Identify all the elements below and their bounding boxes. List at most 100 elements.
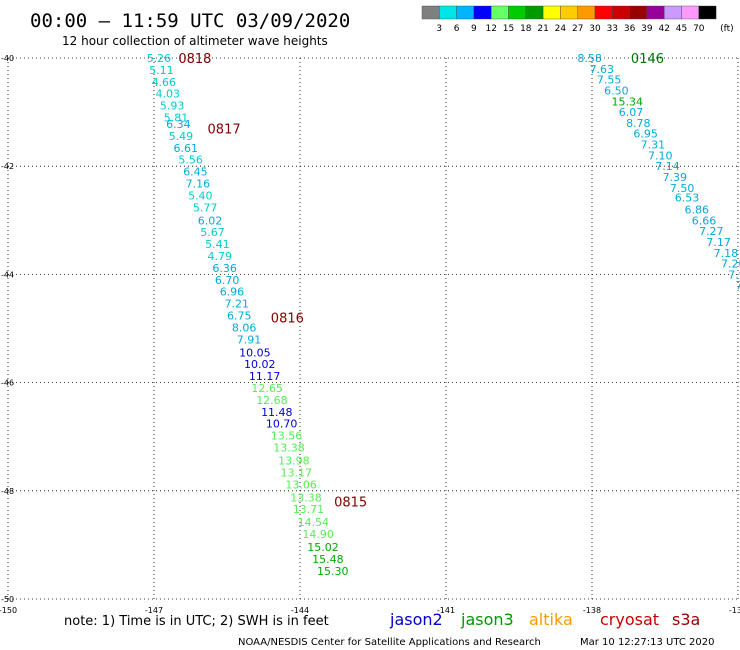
data-point: 5.26: [147, 52, 172, 65]
legend-tick: 6: [454, 24, 460, 34]
legend-swatch: [439, 5, 457, 20]
data-point: 7.39: [663, 171, 688, 184]
legend-tick: 3: [436, 24, 442, 34]
data-point: 15.34: [611, 95, 643, 108]
x-tick-label: -135: [729, 606, 740, 615]
data-point: 13.98: [278, 455, 310, 468]
legend-swatch: [508, 5, 526, 20]
legend-tick: 21: [537, 24, 548, 34]
data-point: 7.50: [670, 182, 695, 195]
chart-subtitle: 12 hour collection of altimeter wave hei…: [62, 34, 328, 48]
data-point: 7.10: [648, 149, 673, 162]
y-tick-label: -50: [1, 595, 14, 604]
chart-title: 00:00 – 11:59 UTC 03/09/2020: [30, 10, 350, 32]
data-point: 6.36: [212, 262, 237, 275]
plot-area: -150 -147 -144 -141 -138 -135 -40 -42 -44 -46 -48…: [0, 52, 740, 615]
pass-labels: 081808170816081501460147: [178, 52, 664, 511]
data-point: 4.03: [155, 88, 180, 101]
data-point: 7.96: [728, 268, 740, 281]
legend-tick: 30: [589, 24, 601, 34]
y-tick-label: -44: [1, 270, 14, 279]
credit-text: NOAA/NESDIS Center for Satellite Applica…: [238, 637, 541, 648]
data-point: 13.71: [293, 503, 325, 516]
data-point: 4.79: [208, 250, 233, 263]
satellite-s3a: s3a: [672, 610, 700, 629]
note-text: note: 1) Time is in UTC; 2) SWH is in fe…: [64, 614, 329, 629]
data-point: 13.06: [285, 478, 317, 491]
y-tick-label: -40: [1, 54, 14, 63]
data-point: 5.40: [188, 189, 213, 202]
data-point: 15.30: [317, 565, 349, 578]
data-point: 7.91: [237, 333, 262, 346]
data-point: 7.55: [597, 74, 622, 87]
legend-tick: 18: [520, 24, 532, 34]
legend-swatch: [646, 5, 665, 20]
legend-tick: 39: [641, 24, 653, 34]
data-point: 7.21: [225, 298, 250, 311]
data-point: 5.81: [164, 112, 189, 125]
data-point: 4.66: [152, 76, 177, 89]
data-point: 7.45: [736, 279, 740, 292]
data-point: 5.67: [200, 226, 225, 239]
legend-tick: 33: [607, 24, 618, 34]
y-tick-labels: -40 -42 -44 -46 -48 -50: [1, 54, 14, 604]
legend-swatch: [456, 5, 475, 20]
data-point: 13.56: [271, 430, 303, 443]
data-point: 6.45: [183, 166, 208, 179]
legend-tick: 24: [555, 24, 567, 34]
data-point: 10.02: [244, 358, 275, 371]
grid: [7, 57, 739, 600]
data-point: 12.65: [251, 382, 282, 395]
data-point: 10.05: [239, 346, 271, 359]
data-point: 6.70: [215, 274, 240, 287]
data-point: 7.63: [590, 63, 615, 76]
data-point: 7.17: [706, 236, 731, 249]
x-tick-label: -144: [291, 606, 309, 615]
data-point: 6.75: [227, 310, 252, 323]
x-tick-label: -141: [437, 606, 455, 615]
data-point: 7.18: [714, 247, 739, 260]
timestamp-text: Mar 10 12:27:13 UTC 2020: [580, 637, 715, 648]
satellite-jason3: jason3: [460, 610, 514, 629]
legend-tick: 70: [693, 24, 705, 34]
legend-swatch: [594, 5, 613, 20]
data-point: 5.93: [160, 100, 185, 113]
data-point: 14.90: [302, 528, 334, 541]
y-tick-label: -46: [1, 379, 14, 388]
data-point: 13.17: [281, 466, 313, 479]
data-point: 6.96: [220, 286, 245, 299]
data-point: 7.16: [186, 178, 211, 191]
data-point: 6.50: [604, 84, 629, 97]
data-point: 5.49: [169, 130, 194, 143]
data-point: 8.06: [232, 321, 257, 334]
color-legend: 3 6 9 12 15 18 21 24 27 30 33 36 39 42 45 70 (ft): [421, 5, 734, 34]
data-point: 6.07: [619, 106, 644, 119]
pass-time-label: 0146: [631, 52, 664, 67]
data-point: 7.20: [721, 258, 740, 271]
satellite-altika: altika: [529, 610, 573, 629]
legend-swatch: [612, 5, 630, 20]
data-point: 6.95: [633, 128, 658, 141]
legend-tick: 27: [572, 24, 583, 34]
legend-swatch: [525, 5, 544, 20]
legend-swatch: [577, 5, 596, 20]
y-tick-label: -48: [1, 487, 14, 496]
legend-tick: 42: [658, 24, 669, 34]
x-tick-label: -147: [145, 606, 163, 615]
data-point: 14.54: [298, 516, 330, 529]
data-point: 5.77: [193, 201, 218, 214]
pass-time-label: 0816: [271, 312, 304, 327]
data-point: 6.86: [684, 203, 709, 216]
data-point: 6.02: [198, 214, 223, 227]
legend-swatch: [473, 5, 492, 20]
data-point: 7.31: [641, 139, 666, 152]
pass-time-label: 0815: [334, 496, 367, 511]
data-point: 6.53: [675, 192, 700, 205]
data-point: 13.38: [290, 491, 322, 504]
x-tick-label: -150: [0, 606, 17, 615]
data-point: 6.61: [173, 142, 198, 155]
legend-tick: 45: [676, 24, 687, 34]
data-point: 6.66: [692, 214, 717, 227]
legend-swatch: [698, 5, 717, 20]
